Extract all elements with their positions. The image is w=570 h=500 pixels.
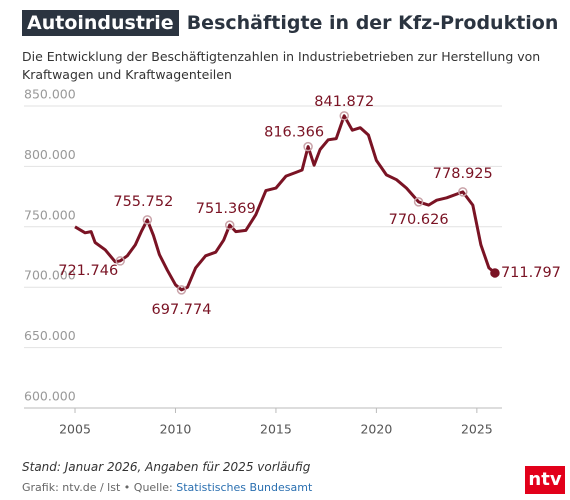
annotation-marker: [490, 268, 500, 278]
credit-line: Grafik: ntv.de / lst • Quelle: Statistis…: [22, 481, 312, 494]
x-tick-label: 2025: [461, 422, 493, 437]
annotation-marker: [142, 215, 153, 225]
y-tick-label: 650.000: [24, 328, 76, 343]
annotation-label: 755.752: [113, 194, 173, 210]
subtitle: Die Entwicklung der Beschäftigtenzahlen …: [22, 49, 541, 82]
annotation-marker: [413, 197, 424, 207]
annotation-marker: [458, 187, 468, 197]
annotation-label: 770.626: [389, 212, 449, 228]
annotation-label: 697.774: [152, 302, 212, 318]
tag: Autoindustrie: [22, 10, 179, 36]
source-label: Quelle:: [133, 481, 173, 494]
y-tick-label: 600.000: [24, 389, 76, 404]
credit: Grafik: ntv.de / lst: [22, 481, 121, 494]
annotation-label: 711.797: [501, 265, 561, 281]
x-tick-label: 2010: [160, 422, 192, 437]
y-tick-label: 700.000: [24, 268, 76, 283]
y-tick-label: 850.000: [24, 87, 76, 102]
annotation-label: 751.369: [196, 201, 256, 217]
title: Beschäftigte in der Kfz-Produktion: [186, 12, 559, 34]
x-tick-label: 2020: [360, 422, 392, 437]
annotation-label: 841.872: [314, 94, 374, 110]
source-link[interactable]: Statistisches Bundesamt: [176, 481, 313, 494]
x-tick-label: 2015: [260, 422, 292, 437]
annotation-marker: [303, 141, 313, 152]
note: Stand: Januar 2026, Angaben für 2025 vor…: [22, 460, 311, 474]
y-tick-label: 800.000: [24, 147, 76, 162]
x-tick-label: 2005: [59, 422, 91, 437]
header: Autoindustrie Beschäftigte in der Kfz-Pr…: [22, 10, 558, 36]
chart: 600.000 650.000 700.000 750.000 800.000 850.0…: [24, 87, 561, 437]
annotation-marker: [176, 285, 187, 295]
line: [74, 114, 496, 292]
annotation-marker: [224, 220, 235, 230]
annotation-label: 721.746: [58, 263, 118, 279]
y-tick-label: 750.000: [24, 207, 76, 222]
annotation-marker: [115, 256, 125, 266]
annotation-marker: [339, 111, 349, 121]
annotation-label: 778.925: [433, 166, 493, 182]
separator: •: [123, 481, 131, 494]
logo: ntv: [525, 466, 565, 494]
annotation-label: 816.366: [264, 125, 324, 141]
